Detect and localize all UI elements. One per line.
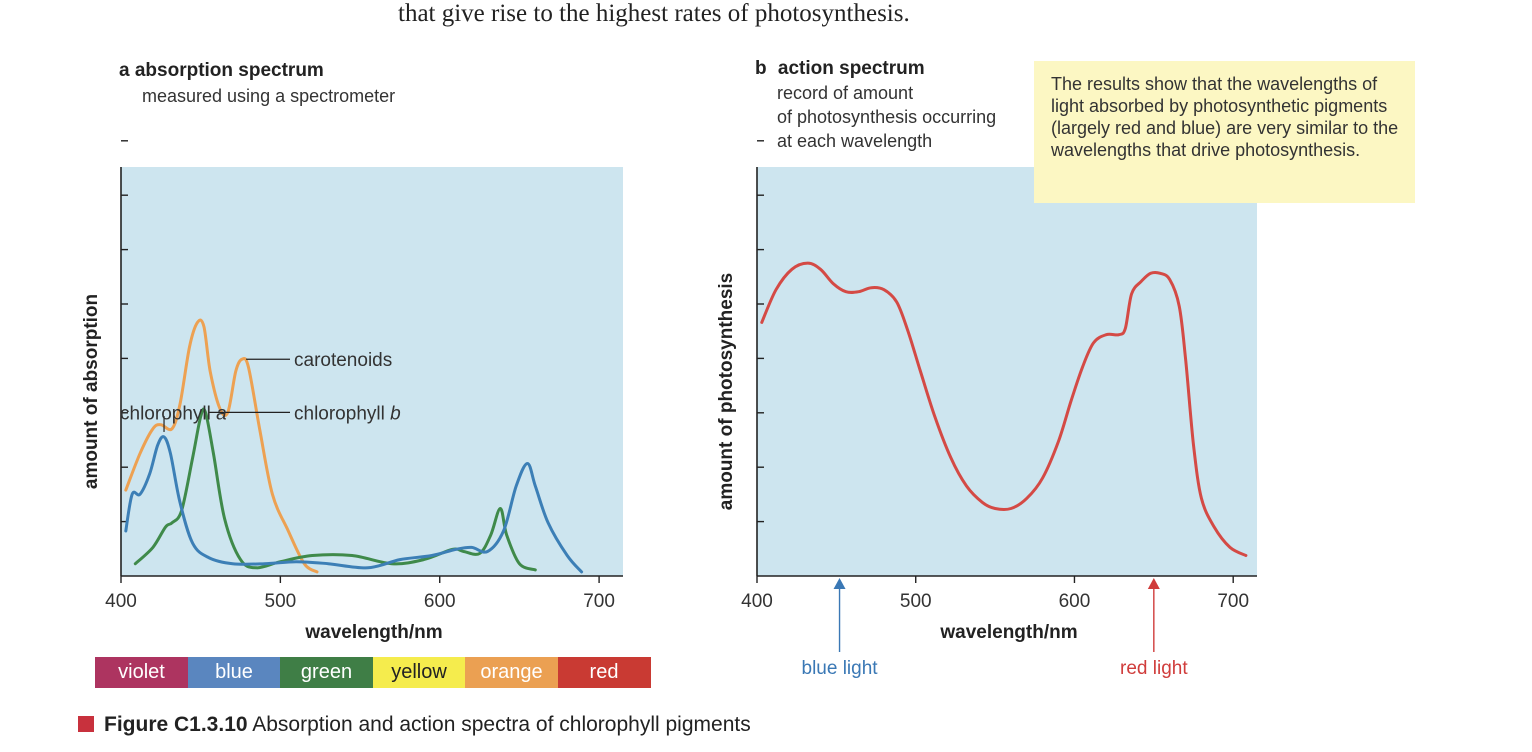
results-note: The results show that the wavelengths of… — [1034, 61, 1415, 203]
blue-light-arrow-icon — [833, 578, 846, 589]
panel-b-subtitle-line: record of amount — [777, 83, 914, 103]
x-tick-label: 500 — [900, 591, 932, 612]
spectrum-swatch-violet: violet — [95, 657, 188, 688]
figure-caption: Figure C1.3.10 Absorption and action spe… — [78, 713, 751, 737]
series-line-chlorophyll-a — [124, 435, 584, 574]
plot-background — [757, 167, 1257, 576]
caption-square-icon — [78, 716, 94, 732]
x-tick-label: 600 — [1059, 591, 1091, 612]
spectrum-swatch-blue: blue — [187, 657, 281, 688]
panel-b-title-text: action spectrum — [777, 58, 925, 79]
spectrum-swatch-yellow: yellow — [372, 657, 466, 688]
panel-a-title-text: absorption spectrum — [134, 60, 324, 81]
x-axis-label: wavelength/nm — [939, 622, 1077, 643]
x-tick-label: 700 — [1217, 591, 1249, 612]
panel-a-title: a absorption spectrum — [119, 60, 324, 82]
spectrum-swatch-red: red — [557, 657, 651, 688]
red-light-label: red light — [1120, 658, 1188, 679]
panel-b-subtitle-line: at each wavelength — [777, 131, 933, 151]
blue-light-label: blue light — [802, 658, 879, 679]
panel-b-letter: b — [755, 58, 767, 79]
y-axis-label: amount of absorption — [81, 294, 102, 489]
panel-b-title: b action spectrum — [755, 58, 925, 80]
chlorophyll-a-label: chlorophyll a — [120, 403, 227, 424]
panel-a-letter: a — [119, 60, 130, 81]
x-tick-label: 600 — [424, 591, 456, 612]
chlorophyll-a-label-main: chlorophyll — [120, 403, 216, 424]
spectrum-swatch-green: green — [280, 657, 373, 688]
panel-b-subtitle: record of amount of photosynthesis occur… — [777, 81, 996, 153]
series-line-carotenoids — [124, 318, 319, 574]
caption-text: Absorption and action spectra of chlorop… — [252, 713, 751, 736]
chlorophyll-b-label-main: chlorophyll — [294, 403, 390, 424]
spectrum-swatch-orange: orange — [465, 657, 558, 688]
panel-b-subtitle-line: of photosynthesis occurring — [777, 107, 997, 127]
x-tick-label: 400 — [105, 591, 137, 612]
chlorophyll-b-label-italic: b — [390, 403, 401, 424]
y-axis-label: amount of photosynthesis — [716, 273, 737, 511]
absorption-chart: 400 500 600 700 wavelength/nm amount of absor… — [81, 140, 623, 643]
intro-text: that give rise to the highest rates of p… — [398, 0, 910, 27]
action-chart: 400 500 600 700 wavelength/nm amount of photo… — [716, 140, 1257, 679]
panel-a-subtitle: measured using a spectrometer — [142, 86, 396, 106]
x-axis-label: wavelength/nm — [304, 622, 442, 643]
chlorophyll-a-label-italic: a — [216, 403, 227, 424]
carotenoids-label: carotenoids — [294, 350, 392, 371]
plot-background — [121, 167, 623, 576]
x-tick-label: 500 — [265, 591, 297, 612]
caption-label: Figure C1.3.10 — [104, 713, 248, 736]
red-light-arrow-icon — [1147, 578, 1160, 589]
series-line-rate-of-photosynthesis — [760, 261, 1248, 557]
chlorophyll-b-label: chlorophyll b — [294, 403, 401, 424]
x-tick-label: 400 — [741, 591, 773, 612]
x-tick-label: 700 — [583, 591, 615, 612]
